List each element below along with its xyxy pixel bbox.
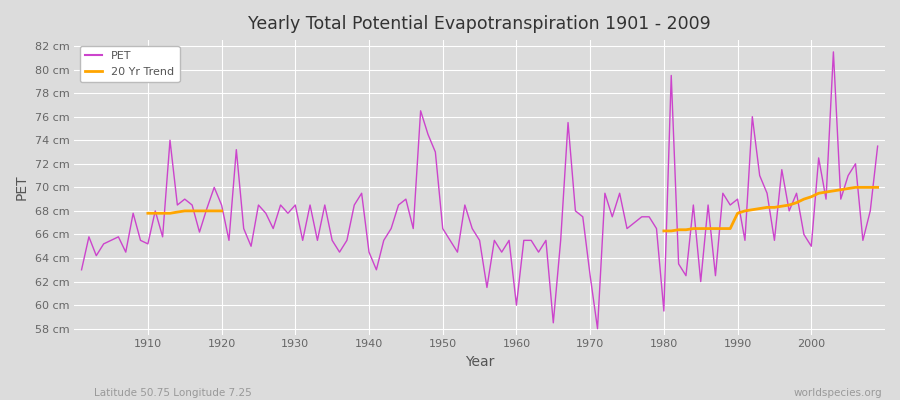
X-axis label: Year: Year — [465, 355, 494, 369]
Text: Latitude 50.75 Longitude 7.25: Latitude 50.75 Longitude 7.25 — [94, 388, 252, 398]
Text: worldspecies.org: worldspecies.org — [794, 388, 882, 398]
Y-axis label: PET: PET — [15, 174, 29, 200]
Legend: PET, 20 Yr Trend: PET, 20 Yr Trend — [80, 46, 179, 82]
Title: Yearly Total Potential Evapotranspiration 1901 - 2009: Yearly Total Potential Evapotranspiratio… — [248, 15, 711, 33]
